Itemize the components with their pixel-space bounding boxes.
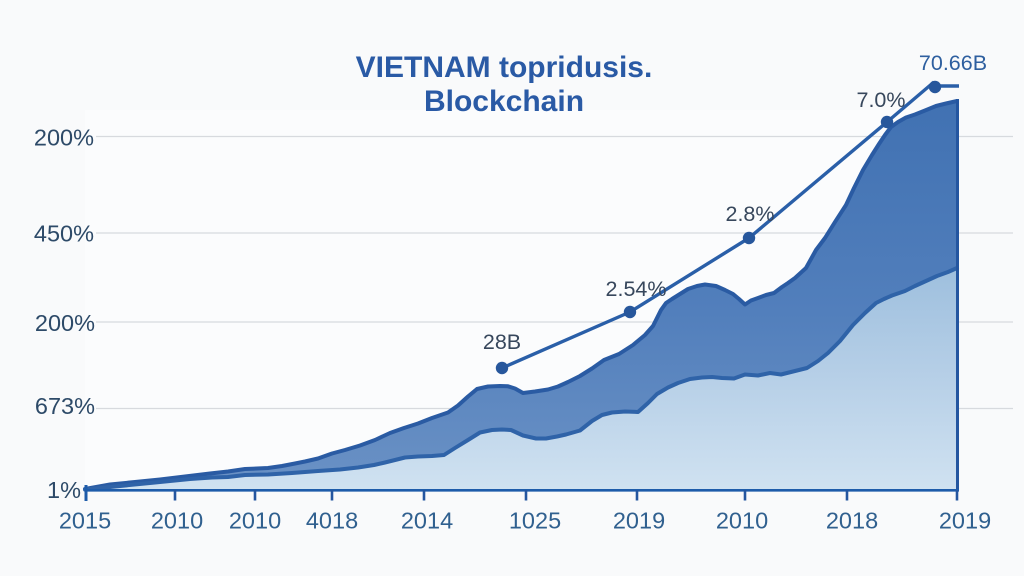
svg-text:Blockchain: Blockchain xyxy=(424,85,584,118)
svg-text:7.0%: 7.0% xyxy=(856,88,905,112)
svg-text:2015: 2015 xyxy=(59,508,111,534)
svg-text:200%: 200% xyxy=(35,310,95,336)
svg-text:4018: 4018 xyxy=(306,508,358,534)
svg-text:450%: 450% xyxy=(34,221,94,247)
svg-text:200%: 200% xyxy=(34,125,94,151)
svg-text:VIETNAM topridusis.: VIETNAM topridusis. xyxy=(356,51,653,84)
svg-text:673%: 673% xyxy=(35,393,95,419)
svg-text:2019: 2019 xyxy=(939,508,991,534)
svg-text:2019: 2019 xyxy=(613,508,665,534)
svg-text:1%: 1% xyxy=(47,477,81,503)
svg-text:2010: 2010 xyxy=(229,508,281,534)
svg-text:2.8%: 2.8% xyxy=(725,202,774,226)
svg-text:28B: 28B xyxy=(483,330,521,354)
svg-text:2018: 2018 xyxy=(826,508,878,534)
svg-text:2.54%: 2.54% xyxy=(606,277,667,301)
svg-text:2010: 2010 xyxy=(716,508,768,534)
svg-text:2010: 2010 xyxy=(151,508,203,534)
svg-text:2014: 2014 xyxy=(401,508,453,534)
svg-text:1025: 1025 xyxy=(509,508,561,534)
svg-text:70.66B: 70.66B xyxy=(919,51,987,75)
